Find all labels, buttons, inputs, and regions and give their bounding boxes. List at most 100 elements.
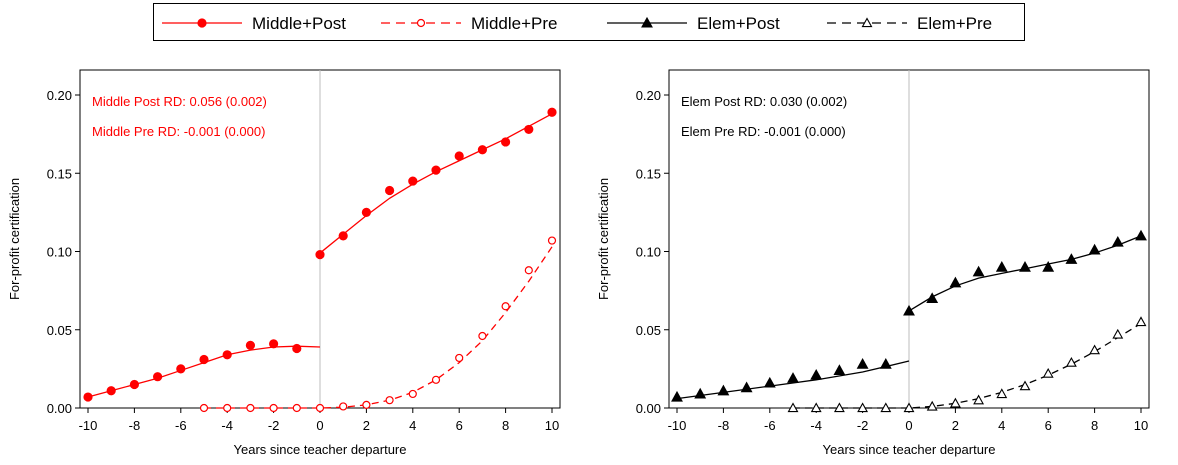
x-tick-label: 10 [545, 418, 559, 433]
fit-line [204, 246, 553, 409]
data-point [385, 185, 395, 196]
data-point [1112, 328, 1124, 339]
fit-line [793, 322, 1142, 409]
data-point [1088, 243, 1101, 255]
data-point [740, 381, 753, 393]
x-tick-label: 2 [952, 418, 959, 433]
data-point [973, 394, 985, 405]
x-axis-label: Years since teacher departure [234, 442, 407, 457]
data-point [995, 261, 1008, 272]
data-point [1065, 356, 1077, 367]
x-tick-label: -4 [810, 418, 822, 433]
data-point [199, 354, 209, 365]
data-point [1135, 316, 1147, 327]
data-point [245, 340, 255, 350]
data-point [223, 403, 232, 413]
x-tick-label: -8 [718, 418, 730, 433]
data-point [315, 250, 325, 260]
data-point [1019, 261, 1031, 272]
data-point [501, 137, 511, 147]
y-tick-label: 0.20 [636, 88, 661, 103]
data-point [269, 403, 278, 413]
data-point [431, 375, 441, 384]
x-tick-label: -10 [668, 418, 687, 433]
fit-line-post [319, 113, 553, 254]
data-point [996, 388, 1008, 399]
y-axis-label: For-profit certification [7, 178, 22, 300]
legend-label: Elem+Post [697, 14, 780, 33]
y-tick-label: 0.20 [47, 88, 72, 103]
data-point [199, 403, 209, 413]
legend-item-elem-post: Elem+Post [607, 14, 780, 33]
data-point [292, 403, 301, 413]
rd-annotation: Elem Post RD: 0.030 (0.002) [681, 94, 847, 109]
data-point [408, 176, 418, 186]
data-point [810, 369, 823, 380]
x-tick-label: 0 [316, 418, 323, 433]
y-tick-label: 0.10 [636, 245, 661, 260]
data-point [879, 358, 892, 369]
data-point [338, 231, 348, 241]
series-middle-post [83, 107, 557, 402]
data-point [717, 384, 730, 396]
x-tick-label: 8 [502, 418, 509, 433]
y-tick-label: 0.00 [47, 401, 72, 416]
fit-line [676, 360, 910, 400]
data-point [763, 376, 776, 388]
data-point [153, 372, 163, 382]
x-tick-label: 10 [1134, 418, 1148, 433]
legend-item-middle-pre: Middle+Pre [381, 14, 557, 33]
data-point [455, 353, 464, 363]
data-point [547, 107, 557, 117]
legend-marker [197, 18, 207, 28]
data-point [129, 379, 139, 390]
y-tick-label: 0.15 [636, 166, 661, 181]
y-tick-label: 0.00 [636, 401, 661, 416]
data-point [857, 402, 869, 413]
data-point [315, 403, 325, 413]
x-tick-label: -6 [175, 418, 187, 433]
data-point [1065, 253, 1078, 264]
legend-marker [416, 18, 426, 28]
series-elem-pre [787, 316, 1147, 413]
data-point [949, 276, 962, 288]
y-tick-label: 0.10 [47, 245, 72, 260]
fit-line-post [908, 235, 1142, 312]
data-point [361, 207, 371, 217]
chart-right-panel: -10 -8 -6 -4 -2 0 2 4 6 8 10 0.00 0.05 0.10 0.15 0.20 Ye… [596, 69, 1150, 457]
data-point [1089, 344, 1101, 355]
data-point [454, 151, 464, 161]
data-point [269, 339, 279, 349]
legend-marker [641, 16, 653, 28]
data-point [926, 292, 939, 304]
data-point [83, 392, 93, 402]
y-tick-label: 0.15 [47, 166, 72, 181]
data-point [903, 304, 915, 316]
data-point [478, 331, 487, 341]
data-point [408, 389, 417, 399]
y-axis-label: For-profit certification [596, 178, 611, 300]
data-point [524, 124, 534, 135]
data-point [362, 400, 371, 409]
data-point [787, 372, 799, 383]
data-point [787, 402, 799, 413]
data-point [903, 402, 915, 413]
data-point [222, 350, 232, 360]
x-tick-label: -10 [79, 418, 98, 433]
x-tick-label: -8 [129, 418, 141, 433]
data-point [477, 145, 487, 155]
data-point [694, 387, 707, 399]
data-point [1135, 229, 1147, 241]
data-point [1111, 235, 1124, 247]
x-tick-label: 6 [456, 418, 463, 433]
series-elem-post [671, 229, 1147, 402]
chart-left-panel: -10 -8 -6 -4 -2 0 2 4 6 8 10 0.00 0.05 0.10 0.15 0.20 Ye… [7, 69, 561, 457]
x-tick-label: -4 [221, 418, 233, 433]
data-point [972, 265, 985, 277]
x-axis-label: Years since teacher departure [823, 442, 996, 457]
data-point [833, 402, 845, 413]
legend-label: Elem+Pre [917, 14, 992, 33]
legend-marker [861, 17, 873, 28]
y-tick-label: 0.05 [47, 323, 72, 338]
